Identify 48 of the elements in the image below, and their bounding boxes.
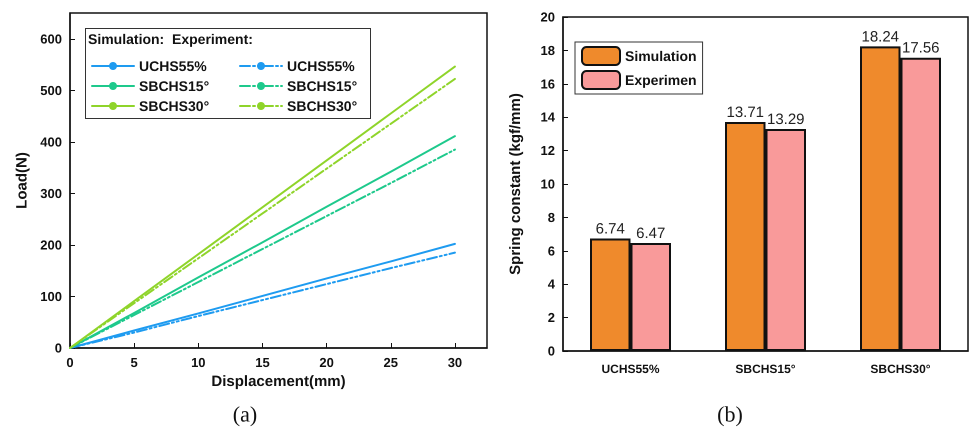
- legend-label: Experimen: [625, 72, 697, 88]
- y-tick-label: 200: [40, 237, 62, 252]
- text: (b): [717, 402, 743, 426]
- legend-label: Simulation: [625, 48, 697, 64]
- legend-label: SBCHS15°: [139, 78, 210, 94]
- y-tick-label: 6: [548, 243, 555, 258]
- text: (a): [232, 402, 258, 426]
- y-axis-title: Load(N): [13, 152, 30, 209]
- x-tick-label: 10: [191, 355, 206, 370]
- data-label: 6.47: [636, 224, 666, 242]
- y-axis-title: Spring constant (kgf/mm): [507, 93, 524, 275]
- y-tick-label: 0: [548, 344, 555, 358]
- legend-title: Simulation: Experiment:: [88, 31, 253, 47]
- x-tick-label: SBCHS15°: [735, 362, 796, 376]
- y-tick-label: 16: [540, 76, 555, 92]
- y-tick-label: 18: [540, 42, 555, 58]
- x-tick-label: 5: [130, 355, 138, 370]
- legend-label: SBCHS30°: [139, 98, 210, 114]
- y-tick-label: 8: [548, 210, 555, 225]
- y-tick-label: 12: [540, 143, 555, 158]
- data-label: 13.29: [766, 111, 805, 128]
- data-label: 6.74: [596, 220, 625, 238]
- x-axis-title: Displacement(mm): [211, 372, 346, 390]
- legend-label: SBCHS15°: [287, 78, 358, 94]
- y-tick-label: 300: [40, 186, 62, 201]
- legend-label: SBCHS30°: [287, 98, 358, 114]
- x-tick-label: 20: [319, 355, 334, 370]
- data-label: 18.24: [861, 28, 900, 46]
- x-tick-label: 0: [66, 355, 74, 370]
- y-tick-label: 20: [540, 10, 555, 24]
- y-tick-label: 500: [40, 82, 62, 98]
- y-tick-label: 2: [548, 310, 555, 326]
- x-tick-label: 30: [448, 355, 462, 370]
- x-tick-label: SBCHS30°: [870, 362, 931, 376]
- data-label: 13.71: [726, 104, 764, 122]
- y-tick-label: 600: [40, 31, 62, 46]
- y-tick-label: 400: [40, 134, 62, 150]
- legend-label: UCHS55%: [287, 58, 356, 74]
- legend-label: UCHS55%: [139, 58, 208, 74]
- y-tick-label: 10: [540, 176, 555, 192]
- y-tick-label: 4: [548, 276, 556, 292]
- x-tick-label: 15: [255, 355, 270, 370]
- y-tick-label: 0: [54, 340, 62, 356]
- x-tick-label: UCHS55%: [601, 362, 660, 376]
- y-tick-label: 14: [540, 110, 556, 125]
- y-tick-label: 100: [40, 288, 62, 304]
- data-label: 17.56: [902, 40, 940, 57]
- x-tick-label: 25: [384, 355, 398, 370]
